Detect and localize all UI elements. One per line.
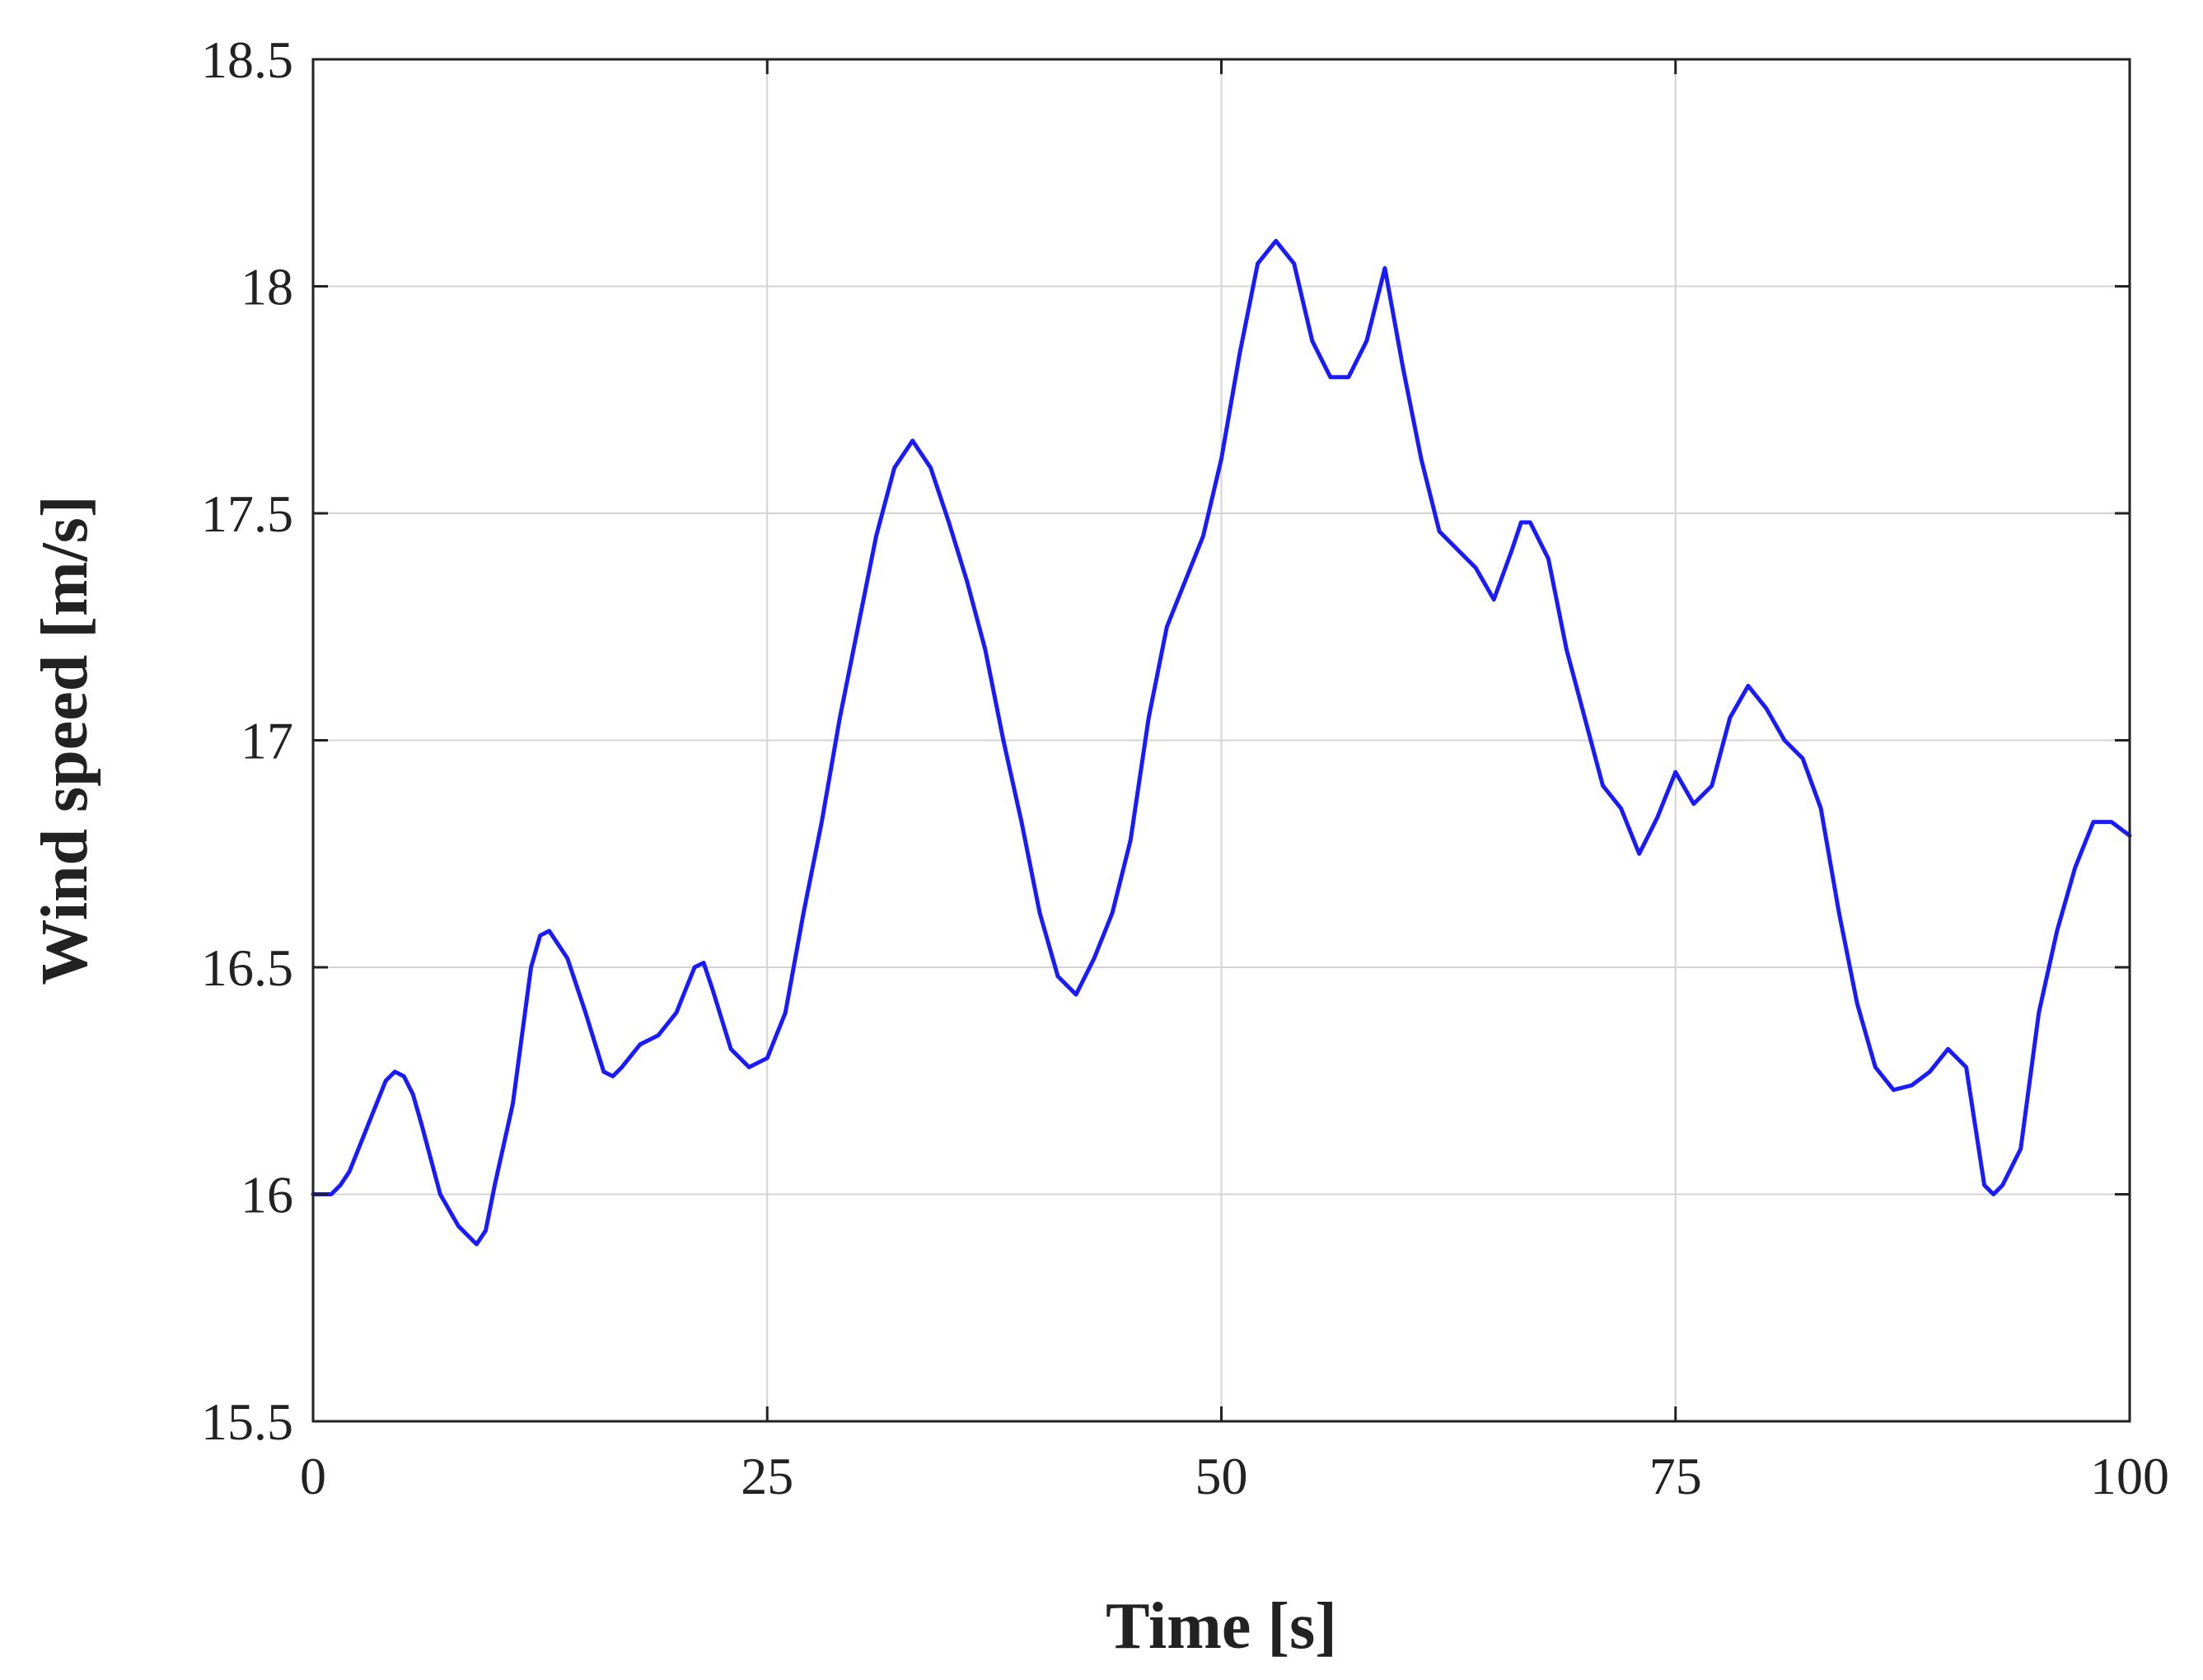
y-tick-label: 16 <box>241 1166 293 1224</box>
y-tick-label: 17.5 <box>201 484 293 543</box>
x-tick-label: 25 <box>741 1447 793 1505</box>
x-axis-title: Time [s] <box>1106 1590 1337 1663</box>
y-tick-label: 17 <box>241 712 293 770</box>
y-tick-label: 16.5 <box>201 938 293 997</box>
series-layer <box>311 238 2132 1247</box>
ticks <box>311 58 2131 1423</box>
tick-labels: 0 25 50 75 100 15.5 16 16.5 17 17.5 18 18.5 <box>201 30 2169 1505</box>
x-tick-label: 75 <box>1649 1447 1702 1505</box>
wind-speed-series-line <box>311 238 2132 1247</box>
x-tick-label: 0 <box>300 1447 326 1505</box>
y-tick-label: 18.5 <box>201 30 293 89</box>
y-tick-label: 15.5 <box>201 1392 293 1451</box>
y-axis-title: Wind speed [m/s] <box>29 495 101 985</box>
y-tick-label: 18 <box>241 258 293 316</box>
x-tick-label: 50 <box>1195 1447 1248 1505</box>
x-tick-label: 100 <box>2090 1447 2169 1505</box>
